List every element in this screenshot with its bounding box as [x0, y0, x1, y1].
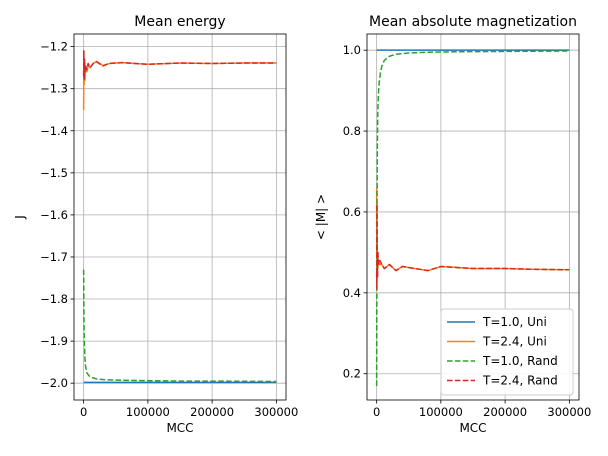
y-tick-label: −1.7 [40, 250, 68, 264]
y-axis-label: < |M| > [314, 194, 328, 240]
x-tick-label: 100000 [126, 405, 170, 419]
y-tick-label: −1.4 [40, 124, 68, 138]
legend-box [440, 308, 574, 396]
x-tick-label: 300000 [547, 405, 591, 419]
y-tick-label: −2.0 [40, 376, 68, 390]
x-tick-label: 200000 [483, 405, 527, 419]
y-tick-label: 1.0 [343, 43, 361, 57]
series-group [375, 49, 570, 386]
y-tick-label: 0.8 [343, 124, 361, 138]
legend-label-t-2-4-uni: T=2.4, Uni [482, 335, 547, 349]
y-tick-label: −1.5 [40, 166, 68, 180]
chart-mean-energy: 0 100000 200000 300000 −2.0 −1.9 −1.8 −1.7 −1.6 −… [13, 14, 298, 435]
legend-label-t-1-0-uni: T=1.0, Uni [482, 315, 547, 329]
y-tick-label: 0.6 [343, 205, 361, 219]
series-line-t-1-0-rand [375, 50, 570, 386]
y-tick-label: 0.2 [343, 367, 361, 381]
y-tick-label: −1.8 [40, 292, 68, 306]
chart-title: Mean absolute magnetization [369, 14, 577, 30]
x-axis-label: MCC [166, 421, 193, 435]
y-tick-label: −1.3 [40, 82, 68, 96]
axes-frame [73, 33, 287, 401]
x-tick-label: 300000 [254, 405, 298, 419]
chart-mean-abs-magnetization: 0 100000 200000 300000 0.2 0.4 0.6 0.8 1.0 Mean a… [314, 14, 591, 435]
y-tick-label: −1.6 [40, 208, 68, 222]
legend: T=1.0, Uni T=2.4, Uni T=1.0, Rand T=2.4, Ra… [440, 308, 574, 396]
series-line-t-2-4-rand [82, 50, 277, 82]
axes-frame [366, 33, 580, 401]
legend-label-t-2-4-rand: T=2.4, Rand [482, 374, 558, 388]
grid [74, 34, 286, 400]
y-tick-label: 0.4 [343, 286, 361, 300]
series-line-t-2-4-rand [375, 203, 570, 290]
series-group [82, 50, 277, 384]
y-axis-label: J [13, 215, 27, 220]
y-tick-label: −1.9 [40, 334, 68, 348]
legend-label-t-1-0-rand: T=1.0, Rand [482, 354, 558, 368]
x-tick-label: 0 [373, 405, 380, 419]
x-tick-label: 100000 [419, 405, 463, 419]
chart-title: Mean energy [134, 14, 225, 30]
x-tick-label: 0 [80, 405, 87, 419]
x-axis-label: MCC [459, 421, 486, 435]
x-tick-label: 200000 [190, 405, 234, 419]
y-tick-label: −1.2 [40, 40, 68, 54]
